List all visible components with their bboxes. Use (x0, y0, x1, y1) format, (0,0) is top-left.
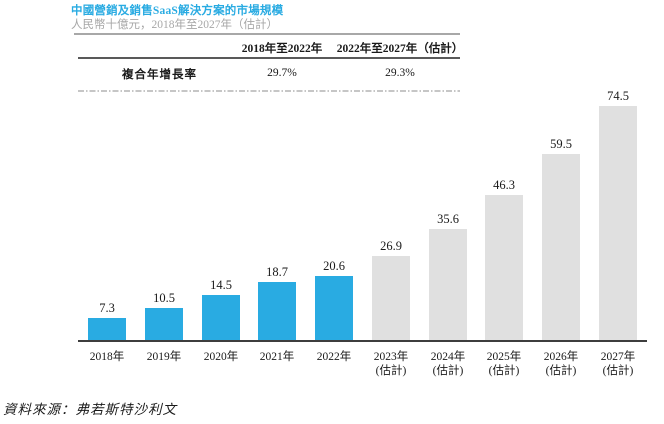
bar-2021年 (258, 282, 296, 341)
bar-2022年 (315, 276, 353, 341)
cagr-row-label: 複合年增長率 (122, 69, 197, 81)
bar-2019年 (145, 308, 183, 341)
bar-2020年 (202, 295, 240, 341)
table-header-rule (78, 57, 460, 59)
cagr-table-header-period2: 2022年至2027年（估計） (336, 43, 464, 55)
x-axis-label: 2018年 (89, 351, 125, 363)
bar-value-label: 20.6 (323, 259, 345, 273)
cagr-table-header-period1: 2018年至2022年 (241, 43, 323, 55)
bar-value-label: 35.6 (437, 212, 459, 226)
bar-value-label: 74.5 (607, 89, 629, 103)
bar-2026年-estimate (542, 154, 580, 341)
x-axis-label: 2019年 (146, 351, 182, 363)
x-axis-label: 2020年 (203, 351, 239, 363)
bar-2018年 (88, 318, 126, 341)
chart-subtitle: 人民幣十億元，2018年至2027年（估計） (71, 19, 278, 31)
divider-dashdot (78, 90, 460, 92)
bar-value-label: 10.5 (153, 291, 175, 305)
divider-top (74, 33, 460, 35)
bar-value-label: 14.5 (210, 278, 232, 292)
bar-2027年-estimate (599, 106, 637, 341)
x-axis-label: 2025年 (估計) (486, 351, 522, 377)
x-axis-label: 2022年 (316, 351, 352, 363)
x-axis-label: 2024年 (估計) (430, 351, 466, 377)
x-axis-label: 2021年 (259, 351, 295, 363)
chart-title: 中國營銷及銷售SaaS解決方案的市場規模 (71, 5, 284, 17)
x-axis-label: 2026年 (估計) (543, 351, 579, 377)
bar-value-label: 7.3 (99, 301, 115, 315)
x-axis-line (78, 340, 647, 342)
bar-value-label: 46.3 (493, 178, 515, 192)
bar-value-label: 26.9 (380, 239, 402, 253)
x-axis-label: 2027年 (估計) (600, 351, 636, 377)
cagr-value-period2: 29.3% (385, 67, 415, 79)
cagr-value-period1: 29.7% (267, 67, 297, 79)
x-axis-label: 2023年 (估計) (373, 351, 409, 377)
bar-2023年-estimate (372, 256, 410, 341)
bar-2025年-estimate (485, 195, 523, 341)
bar-value-label: 18.7 (266, 265, 288, 279)
source-note: 資料來源：弗若斯特沙利文 (3, 402, 177, 417)
bar-2024年-estimate (429, 229, 467, 341)
bar-value-label: 59.5 (550, 137, 572, 151)
